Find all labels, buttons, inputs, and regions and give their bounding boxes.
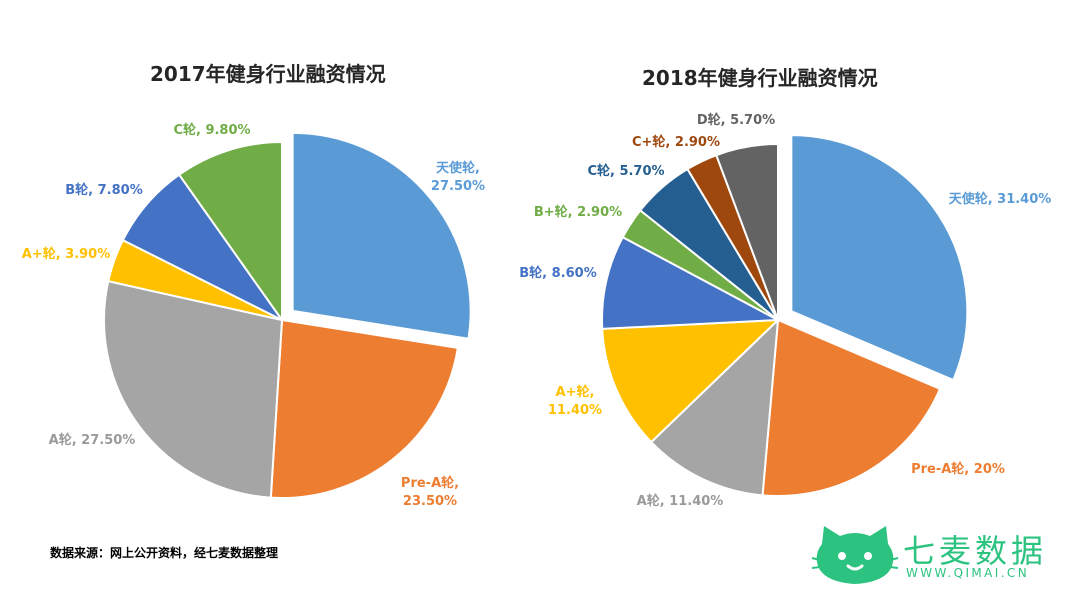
pie-slice-pre-a轮[interactable] — [269, 318, 459, 499]
chart-title-2018: 2018年健身行业融资情况 — [642, 66, 878, 90]
logo-url: WWW.QIMAI.CN — [906, 566, 1030, 580]
pie-slice-b轮[interactable] — [601, 235, 782, 330]
data-label-b轮: B轮, 8.60% — [519, 265, 596, 281]
data-label-d轮: D轮, 5.70% — [697, 112, 775, 128]
pie-slice-c轮[interactable] — [177, 140, 283, 324]
pie-slice-a轮[interactable] — [103, 279, 284, 499]
pie-slice-天使轮[interactable] — [291, 131, 472, 340]
pie-slice-pre-a轮[interactable] — [761, 318, 942, 497]
data-label-pre-a轮: Pre-A轮, 23.50% — [401, 475, 459, 509]
data-label-a-plus轮: A+轮, 3.90% — [22, 246, 111, 262]
data-source-note: 数据来源：网上公开资料，经七麦数据整理 — [50, 546, 279, 560]
data-label-pre-a轮: Pre-A轮, 20% — [911, 461, 1005, 477]
qimai-logo[interactable]: 七麦数据 WWW.QIMAI.CN — [810, 522, 1070, 588]
pie-slice-天使轮[interactable] — [790, 134, 969, 382]
data-label-c轮: C轮, 9.80% — [173, 122, 250, 138]
data-label-b轮: B轮, 7.80% — [65, 182, 142, 198]
pie-slice-a轮[interactable] — [649, 317, 780, 497]
pie-slice-a-plus轮[interactable] — [601, 318, 781, 444]
data-label-天使轮: 天使轮, 31.40% — [949, 191, 1052, 207]
data-label-a轮: A轮, 27.50% — [49, 432, 136, 448]
data-label-c-plus轮: C+轮, 2.90% — [632, 134, 720, 150]
data-label-天使轮: 天使轮, 27.50% — [431, 160, 485, 194]
data-label-b-plus轮: B+轮, 2.90% — [534, 204, 622, 220]
data-label-a-plus轮: A+轮, 11.40% — [548, 384, 602, 418]
chart-title-2017: 2017年健身行业融资情况 — [150, 62, 386, 86]
data-label-c轮: C轮, 5.70% — [587, 163, 664, 179]
cat-logo-icon — [811, 526, 899, 584]
data-label-a轮: A轮, 11.40% — [637, 493, 724, 509]
logo-name: 七麦数据 — [903, 532, 1048, 570]
pie-slice-d轮[interactable] — [715, 142, 779, 321]
